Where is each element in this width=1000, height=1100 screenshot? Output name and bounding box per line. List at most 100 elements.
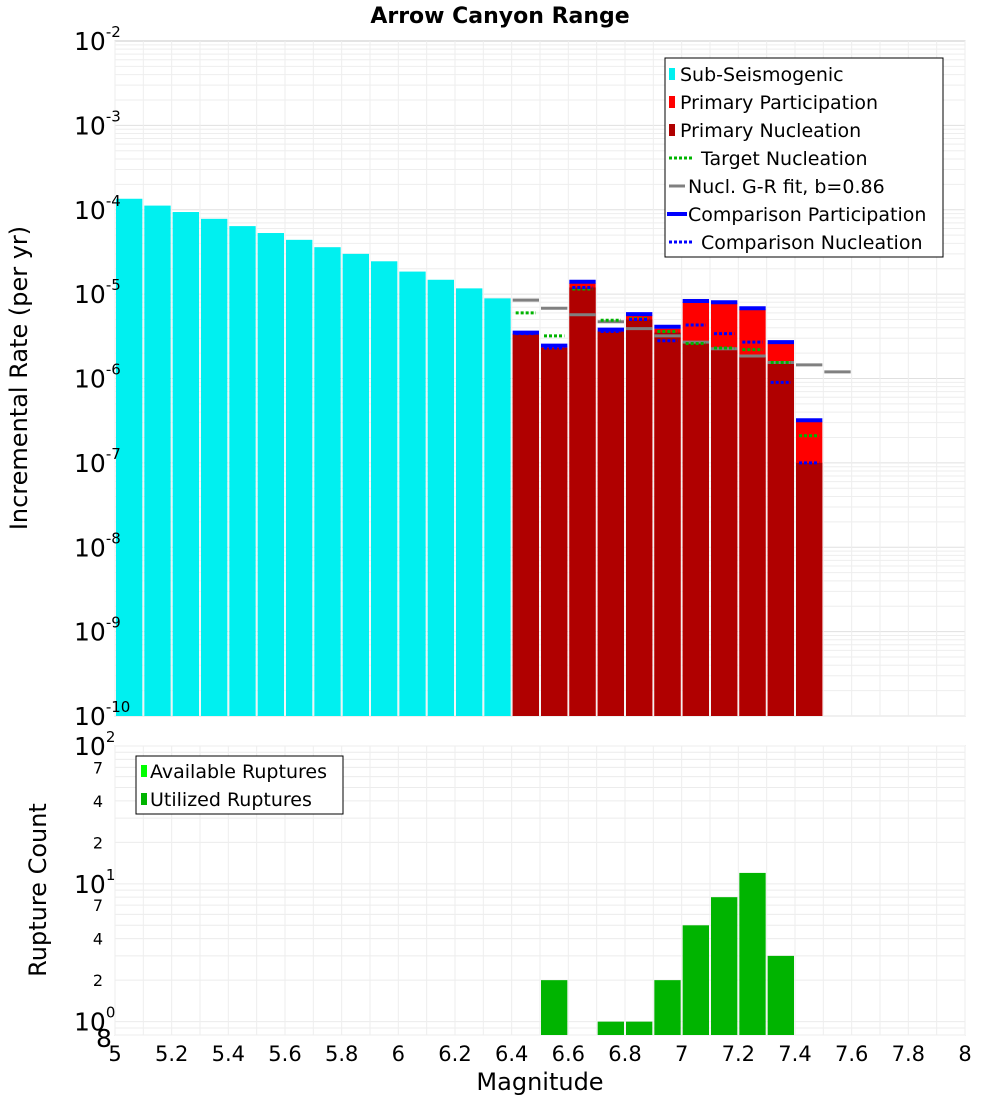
primary-nucleation-bar [512, 333, 539, 716]
sub-seismogenic-bar [229, 226, 256, 716]
sub-seismogenic-bar [144, 205, 171, 716]
primary-nucleation-bar [597, 331, 624, 716]
y-tick-base: 10 [74, 618, 106, 647]
bottom-y-tick-label: 8 [96, 1024, 112, 1053]
y-tick-exponent: -2 [106, 23, 121, 41]
x-tick-label: 7.2 [722, 1042, 755, 1066]
top-y-tick-label: 10-4 [74, 192, 121, 225]
legend-label: Nucl. G-R fit, b=0.86 [688, 176, 885, 198]
utilized-ruptures-bar [767, 955, 794, 1035]
legend-label: Available Ruptures [150, 761, 327, 783]
utilized-ruptures-bar [541, 980, 568, 1035]
sub-seismogenic-bar [342, 253, 369, 716]
top-y-tick-label: 10-7 [74, 445, 121, 478]
legend-label: Sub-Seismogenic [680, 64, 844, 86]
legend-swatch [141, 793, 147, 805]
primary-nucleation-bar [767, 363, 794, 716]
sub-seismogenic-bar [456, 288, 483, 716]
top-y-axis-label: Incremental Rate (per yr) [5, 226, 33, 530]
bottom-y-tick-label: 2 [93, 833, 103, 852]
chart-title: Arrow Canyon Range [370, 4, 629, 29]
y-tick-base: 10 [74, 365, 106, 394]
bottom-y-tick-label: 7 [93, 896, 103, 915]
x-tick-label: 6.8 [608, 1042, 641, 1066]
x-tick-label: 6.2 [438, 1042, 471, 1066]
bottom-y-axis-label: Rupture Count [24, 803, 52, 977]
y-tick-base: 10 [74, 1008, 106, 1037]
x-tick-label: 7 [675, 1042, 688, 1066]
y-tick-base: 10 [74, 870, 106, 899]
top-y-tick-label: 10-9 [74, 614, 121, 647]
sub-seismogenic-bar [484, 298, 511, 716]
top-y-tick-label: 10-8 [74, 529, 121, 562]
legend-label: Primary Participation [680, 92, 878, 114]
y-tick-exponent: -3 [106, 107, 121, 125]
y-tick-base: 10 [74, 449, 106, 478]
top-y-tick-label: 10-3 [74, 107, 121, 140]
top-y-tick-label: 10-6 [74, 361, 121, 394]
primary-nucleation-bar [739, 356, 766, 716]
bottom-y-tick-label: 7 [93, 758, 103, 777]
top-lines [512, 279, 851, 465]
top-legend: Sub-Seismogenic Primary Participation Prim… [664, 57, 944, 258]
utilized-ruptures-bar [626, 1021, 653, 1035]
bottom-y-tick-label: 2 [93, 971, 103, 990]
sub-seismogenic-bar [257, 233, 284, 716]
y-tick-base: 10 [74, 111, 106, 140]
y-tick-exponent: 0 [106, 1004, 116, 1022]
utilized-ruptures-bar [654, 980, 681, 1035]
bottom-y-tick-label: 102 [74, 728, 115, 761]
primary-nucleation-bar [654, 332, 681, 716]
legend-label: Comparison Participation [688, 204, 926, 226]
bottom-legend-box [135, 755, 344, 815]
x-tick-label: 5.4 [212, 1042, 245, 1066]
y-tick-exponent: -7 [106, 445, 121, 463]
top-bars [116, 198, 823, 717]
legend-label: Utilized Ruptures [150, 789, 312, 811]
primary-nucleation-bar [569, 287, 596, 716]
y-tick-exponent: -9 [106, 614, 121, 632]
legend-label: Primary Nucleation [680, 120, 861, 142]
top-y-tick-label: 10-2 [74, 23, 121, 56]
primary-nucleation-bar [541, 347, 568, 716]
x-tick-label: 8 [958, 1042, 971, 1066]
bottom-y-tick-label: 101 [74, 866, 115, 899]
sub-seismogenic-bar [314, 247, 341, 716]
legend-label: Target Nucleation [700, 148, 868, 170]
primary-nucleation-bar [796, 462, 823, 716]
primary-nucleation-bar [626, 319, 653, 716]
sub-seismogenic-bar [116, 198, 143, 717]
y-tick-base: 10 [74, 280, 106, 309]
y-tick-exponent: -4 [106, 192, 121, 210]
y-tick-base: 10 [74, 27, 106, 56]
x-tick-label: 5.2 [155, 1042, 188, 1066]
primary-nucleation-bar [682, 342, 709, 716]
sub-seismogenic-bar [201, 218, 228, 716]
x-tick-label: 6 [392, 1042, 405, 1066]
sub-seismogenic-bar [286, 239, 313, 716]
legend-swatch [669, 96, 675, 108]
x-tick-label: 6.6 [552, 1042, 585, 1066]
primary-nucleation-bar [711, 349, 738, 716]
utilized-ruptures-bar [739, 872, 766, 1035]
bottom-legend: Available Ruptures Utilized Ruptures [135, 755, 344, 815]
top-y-tick-label: 10-5 [74, 276, 121, 309]
x-tick-label: 5 [108, 1042, 121, 1066]
sub-seismogenic-bar [427, 279, 454, 716]
x-tick-labels: 5 5.2 5.4 5.6 5.8 6 6.2 6.4 6.6 6.8 7 7.2 7.4 7.6 7.8 8 [108, 1042, 971, 1066]
x-tick-label: 6.4 [495, 1042, 528, 1066]
top-legend-box [664, 57, 944, 258]
utilized-ruptures-bar [682, 925, 709, 1035]
y-tick-exponent: 1 [106, 866, 116, 884]
sub-seismogenic-bar [172, 212, 199, 716]
top-y-tick-label: 10-10 [74, 698, 130, 731]
y-tick-exponent: -6 [106, 361, 121, 379]
y-tick-exponent: 2 [106, 728, 116, 746]
sub-seismogenic-bar [371, 261, 398, 716]
y-tick-exponent: -10 [106, 698, 131, 716]
x-tick-label: 7.4 [778, 1042, 811, 1066]
legend-label: Comparison Nucleation [701, 232, 923, 254]
